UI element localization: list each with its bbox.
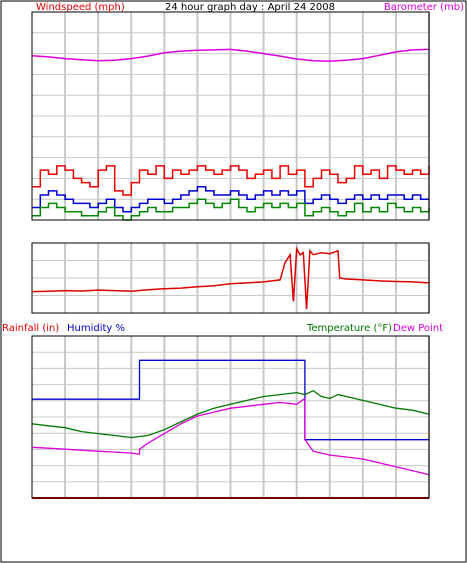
grid-layer [32,11,430,499]
temperature-axis-title: Temperature (°F) [306,323,392,334]
direction-line-0 [31,246,430,310]
middle-plot-frame [31,242,430,314]
rainfall-axis-title: Rainfall (in) [2,323,59,334]
plot-frames [31,11,430,499]
series-line-1 [32,185,429,213]
dewpoint-axis-title: Dew Point [393,323,443,334]
series-line-3 [31,48,430,62]
chart-title: 24 hour graph day : April 24 2008 [165,2,335,13]
windspeed-axis-title: Windspeed (mph) [36,2,125,13]
bottom-series-line-1 [31,389,430,439]
humidity-axis-title: Humidity % [67,323,125,334]
bottom-series-line-2 [31,397,430,476]
bottom-series-line-0 [32,359,429,441]
series-layer [31,48,430,499]
series-line-2 [32,198,430,221]
barometer-axis-title: Barometer (mb) [384,2,464,13]
bottom-plot-frame [31,335,430,499]
top-plot-frame [31,11,430,221]
series-line-0 [32,165,430,196]
